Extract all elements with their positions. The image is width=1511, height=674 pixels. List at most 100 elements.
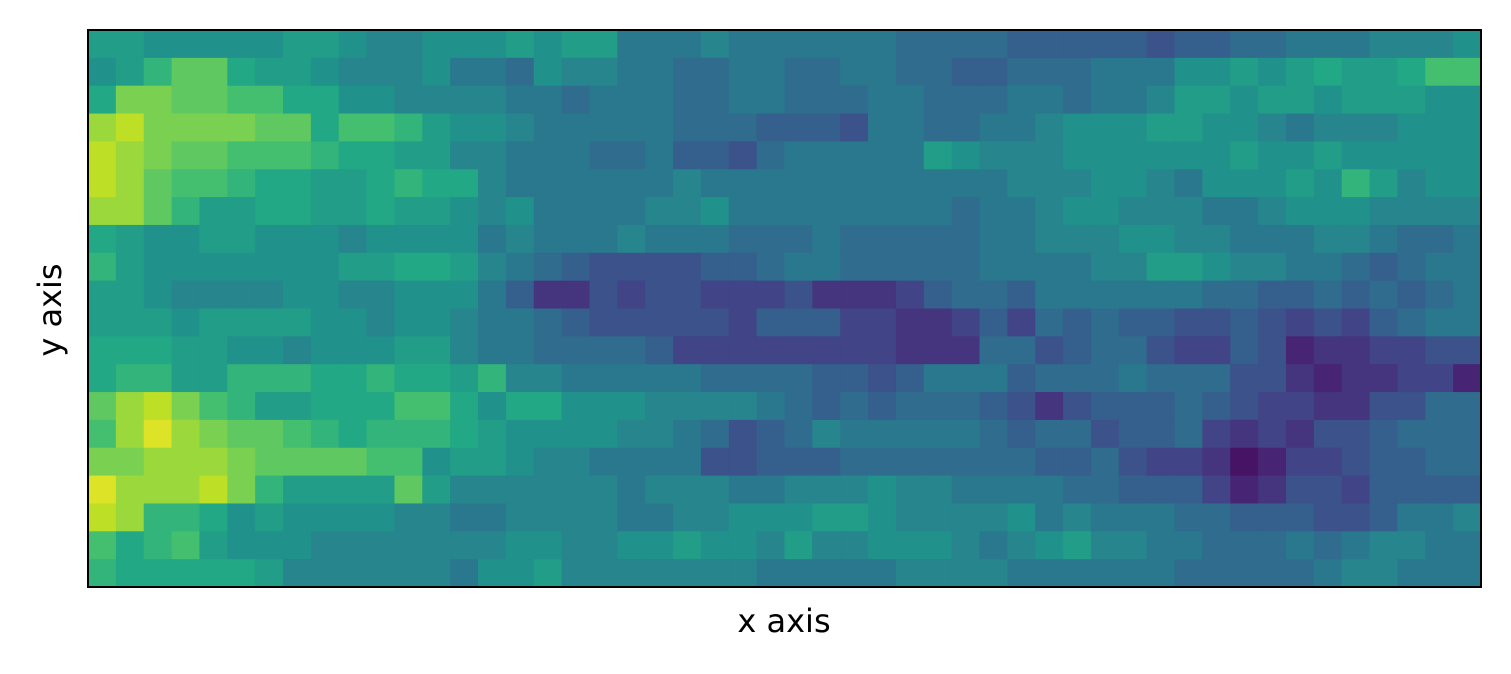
heatmap-cell — [227, 531, 256, 560]
heatmap-cell — [338, 85, 368, 115]
heatmap-cell — [1369, 503, 1399, 532]
heatmap-cell — [868, 503, 897, 532]
heatmap-cell — [1090, 447, 1120, 477]
heatmap-cell — [505, 364, 535, 393]
heatmap-cell — [394, 419, 423, 449]
heatmap-cell — [561, 280, 591, 310]
heatmap-cell — [199, 447, 228, 477]
heatmap-cell — [338, 336, 368, 365]
heatmap-cell — [1453, 364, 1482, 393]
heatmap-cell — [979, 30, 1008, 59]
heatmap-cell — [673, 392, 702, 421]
heatmap-cell — [951, 30, 981, 59]
heatmap-cell — [1202, 308, 1231, 337]
heatmap-cell — [450, 531, 479, 560]
heatmap-cell — [1063, 113, 1092, 142]
heatmap-cell — [589, 419, 618, 449]
heatmap-cell — [1425, 280, 1454, 310]
heatmap-cell — [589, 252, 618, 282]
heatmap-cell — [199, 85, 228, 115]
heatmap-cell — [923, 113, 953, 142]
heatmap-cell — [868, 224, 897, 254]
heatmap-cell — [171, 30, 201, 59]
heatmap-cell — [1453, 392, 1482, 421]
heatmap-cell — [422, 57, 451, 87]
heatmap-cell — [1285, 475, 1315, 505]
heatmap-cell — [143, 85, 173, 115]
heatmap-cell — [255, 280, 284, 310]
heatmap-cell — [310, 364, 340, 393]
heatmap-cell — [1313, 559, 1343, 588]
heatmap-cell — [923, 475, 953, 505]
heatmap-cell — [1425, 308, 1454, 337]
heatmap-cell — [784, 141, 813, 170]
heatmap-cell — [1174, 559, 1203, 588]
heatmap-cell — [1007, 308, 1036, 337]
heatmap-cell — [951, 113, 981, 142]
heatmap-cell — [589, 57, 618, 87]
heatmap-cell — [589, 559, 618, 588]
heatmap-cell — [561, 308, 591, 337]
heatmap-cell — [1258, 447, 1287, 477]
heatmap-cell — [979, 392, 1008, 421]
heatmap-cell — [1063, 197, 1092, 226]
heatmap-cell — [1425, 113, 1454, 142]
heatmap-cell — [1007, 447, 1036, 477]
heatmap-cell — [1397, 447, 1426, 477]
heatmap-cell — [227, 419, 256, 449]
heatmap-cell — [645, 392, 674, 421]
heatmap-cell — [143, 280, 173, 310]
heatmap-cell — [1007, 559, 1036, 588]
heatmap-cell — [1063, 531, 1092, 560]
heatmap-cell — [1063, 447, 1092, 477]
heatmap-cell — [338, 531, 368, 560]
heatmap-cell — [1007, 85, 1036, 115]
heatmap-cell — [840, 559, 869, 588]
heatmap-cell — [171, 392, 201, 421]
heatmap-cell — [728, 197, 758, 226]
heatmap-cell — [1202, 559, 1231, 588]
heatmap-cell — [1341, 57, 1371, 87]
heatmap-cell — [338, 392, 368, 421]
heatmap-cell — [1063, 280, 1092, 310]
heatmap-cell — [979, 503, 1008, 532]
heatmap-cell — [1369, 308, 1399, 337]
heatmap-cell — [1174, 224, 1203, 254]
heatmap-cell — [617, 419, 646, 449]
heatmap-cell — [199, 280, 228, 310]
heatmap-cell — [728, 503, 758, 532]
heatmap-cell — [171, 447, 201, 477]
heatmap-cell — [171, 364, 201, 393]
heatmap-cell — [1397, 224, 1426, 254]
heatmap-cell — [283, 559, 312, 588]
heatmap-cell — [589, 336, 618, 365]
heatmap-cell — [338, 197, 368, 226]
heatmap-cell — [1063, 503, 1092, 532]
heatmap-cell — [1035, 364, 1064, 393]
heatmap-cell — [868, 85, 897, 115]
heatmap-cell — [88, 475, 117, 505]
heatmap-cell — [533, 280, 563, 310]
heatmap-cell — [561, 503, 591, 532]
heatmap-cell — [227, 308, 256, 337]
heatmap-cell — [561, 559, 591, 588]
heatmap-cell — [143, 169, 173, 198]
heatmap-cell — [171, 57, 201, 87]
heatmap-cell — [394, 252, 423, 282]
heatmap-cell — [728, 57, 758, 87]
heatmap-cell — [589, 224, 618, 254]
heatmap-cell — [895, 364, 925, 393]
heatmap-cell — [868, 252, 897, 282]
heatmap-cell — [115, 336, 145, 365]
heatmap-cells — [88, 30, 1482, 588]
heatmap-cell — [979, 169, 1008, 198]
heatmap-cell — [979, 85, 1008, 115]
heatmap-cell — [338, 30, 368, 59]
heatmap-cell — [255, 559, 284, 588]
heatmap-cell — [338, 169, 368, 198]
heatmap-cell — [227, 336, 256, 365]
heatmap-cell — [115, 169, 145, 198]
heatmap-cell — [923, 559, 953, 588]
heatmap-cell — [1369, 475, 1399, 505]
heatmap-cell — [422, 419, 451, 449]
